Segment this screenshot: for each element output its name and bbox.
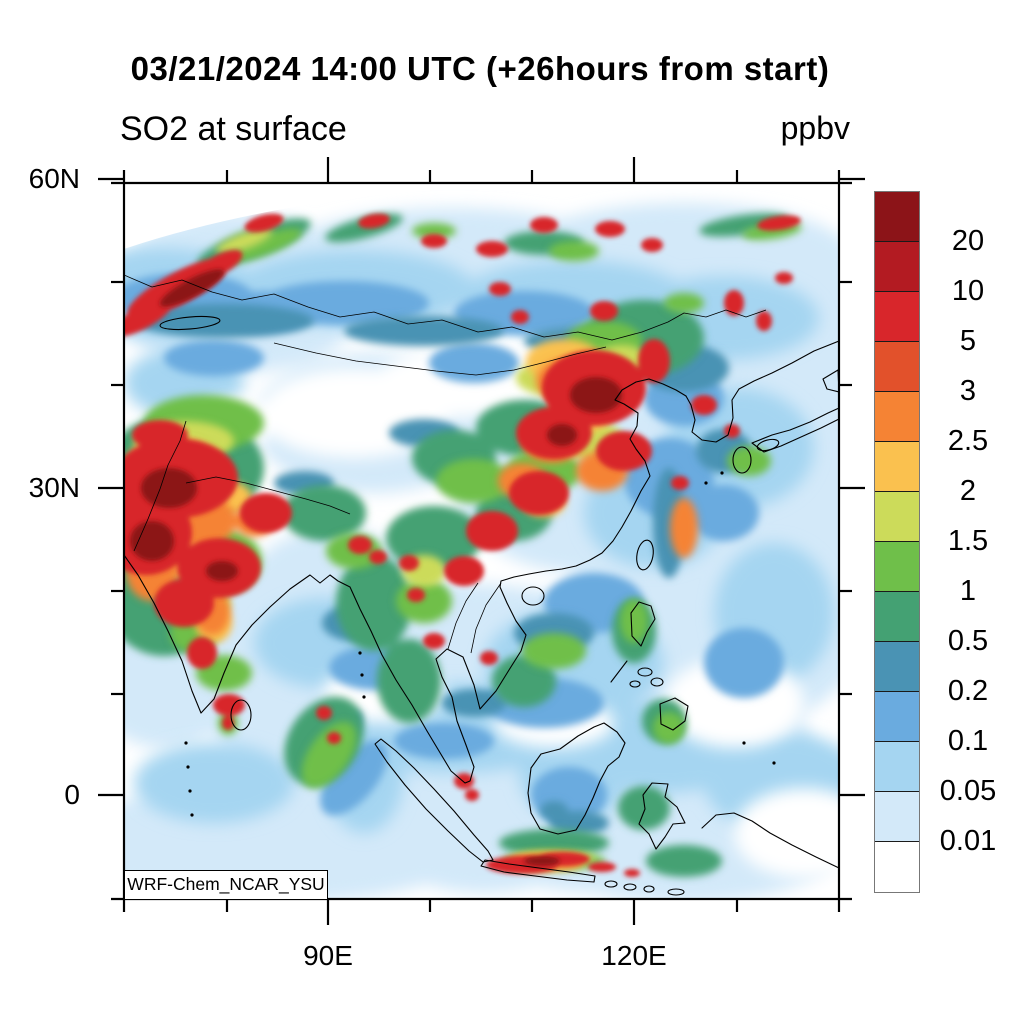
colorbar-label-0.05: 0.05 <box>939 775 997 807</box>
colorbar-label-5: 5 <box>959 325 977 357</box>
colorbar-cell-1 <box>875 242 919 292</box>
colorbar-label-10: 10 <box>951 275 985 307</box>
colorbar-cell-11 <box>875 742 919 792</box>
colorbar-cell-8 <box>875 592 919 642</box>
colorbar-label-20: 20 <box>951 225 985 257</box>
colorbar-cell-12 <box>875 792 919 842</box>
colorbar-cell-2 <box>875 292 919 342</box>
colorbar-label-3: 3 <box>959 375 977 407</box>
colorbar-cell-9 <box>875 642 919 692</box>
country-borders <box>124 274 767 654</box>
field-layers <box>124 186 839 899</box>
colorbar-label-2: 2 <box>959 475 977 507</box>
y-axis-label-30n: 30N <box>28 472 80 503</box>
colorbar <box>874 191 920 893</box>
colorbar-label-0.2: 0.2 <box>947 675 989 707</box>
colorbar-label-2.5: 2.5 <box>947 425 989 457</box>
plot-main-title: 03/21/2024 14:00 UTC (+26hours from star… <box>130 50 830 87</box>
colorbar-cell-3 <box>875 342 919 392</box>
colorbar-label-0.1: 0.1 <box>947 725 989 757</box>
plot-variable-title: SO2 at surface <box>120 110 347 148</box>
colorbar-cell-4 <box>875 392 919 442</box>
plot-units-label: ppbv <box>780 110 850 146</box>
colorbar-label-1: 1 <box>959 575 977 607</box>
field-layer <box>130 269 622 866</box>
colorbar-cell-0 <box>875 192 919 242</box>
x-axis-label-120e: 120E <box>601 940 667 971</box>
small-island-dots <box>184 471 776 817</box>
colorbar-cell-5 <box>875 442 919 492</box>
so2-concentration-map <box>124 186 839 899</box>
y-axis-label-60n: 60N <box>28 163 80 194</box>
colorbar-label-0.01: 0.01 <box>939 825 997 857</box>
colorbar-label-1.5: 1.5 <box>947 525 989 557</box>
model-annotation-box: WRF-Chem_NCAR_YSU <box>124 870 328 900</box>
colorbar-cell-13 <box>875 842 919 892</box>
colorbar-cell-6 <box>875 492 919 542</box>
colorbar-label-0.5: 0.5 <box>947 625 989 657</box>
x-axis-label-90e: 90E <box>303 940 353 971</box>
y-axis-label-0: 0 <box>64 779 80 810</box>
coastlines <box>124 315 839 896</box>
colorbar-cell-7 <box>875 542 919 592</box>
colorbar-cell-10 <box>875 692 919 742</box>
